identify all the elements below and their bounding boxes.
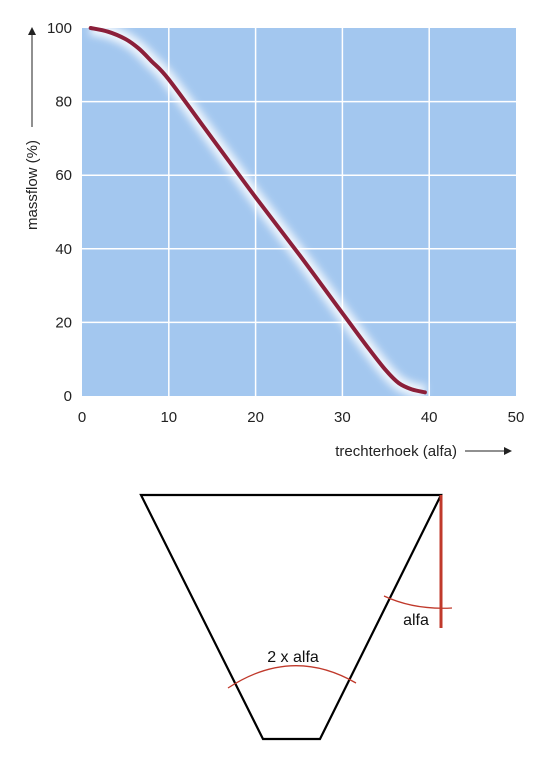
x-axis-arrowhead	[504, 447, 512, 455]
x-tick-label: 50	[508, 409, 525, 426]
y-axis-title: massflow (%)	[24, 27, 41, 230]
x-tick-label: 0	[78, 409, 86, 426]
y-tick-label: 40	[55, 241, 72, 258]
angle-label-2x-alfa: 2 x alfa	[267, 649, 319, 666]
plot-background	[82, 28, 516, 396]
x-tick-label: 20	[247, 409, 264, 426]
y-axis-arrowhead	[28, 27, 36, 35]
massflow-chart: 0 10 20 30 40 50 0 20 40 60 80 100 massflow (%) tr…	[24, 20, 524, 460]
x-tick-label: 10	[160, 409, 177, 426]
y-tick-label: 60	[55, 167, 72, 184]
x-tick-label: 40	[421, 409, 438, 426]
y-tick-label: 100	[47, 20, 72, 37]
funnel-diagram: 2 x alfa alfa	[139, 493, 453, 741]
funnel-outline	[139, 493, 443, 741]
angle-arc-2x-alfa	[227, 665, 357, 689]
y-tick-label: 80	[55, 94, 72, 111]
x-tick-label: 30	[334, 409, 351, 426]
y-tick-label: 20	[55, 314, 72, 331]
y-tick-label: 0	[64, 388, 72, 405]
angle-label-alfa: alfa	[403, 612, 429, 629]
x-tick-labels: 0 10 20 30 40 50	[78, 409, 525, 426]
y-axis-label: massflow (%)	[24, 140, 41, 230]
x-axis-label: trechterhoek (alfa)	[335, 443, 457, 460]
angle-arc-alfa	[383, 595, 453, 609]
y-tick-labels: 0 20 40 60 80 100	[47, 20, 72, 405]
series-line	[88, 26, 427, 395]
